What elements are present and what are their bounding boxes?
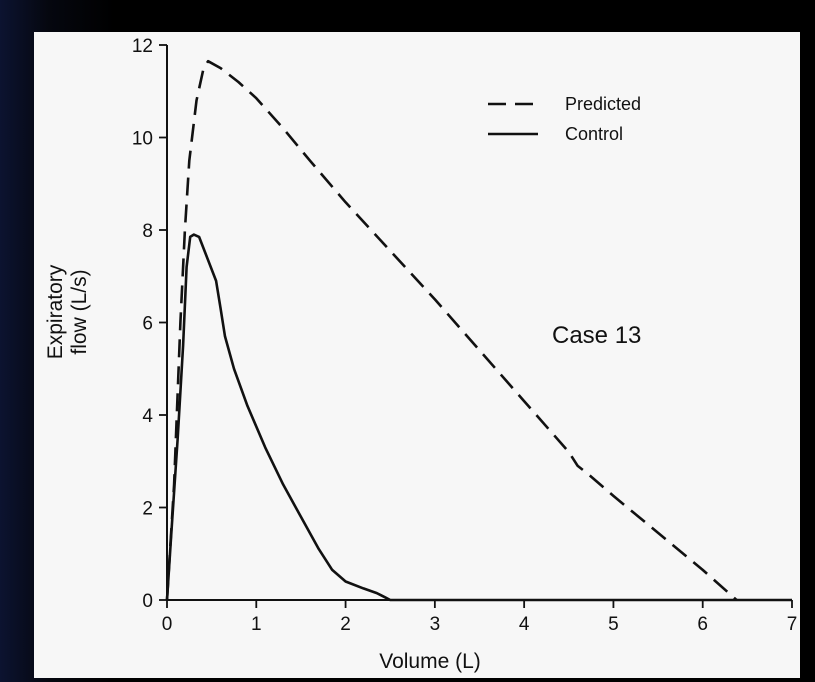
case-annotation: Case 13 <box>552 322 641 349</box>
chart-panel <box>34 32 800 678</box>
x-tick-label: 3 <box>430 614 441 635</box>
y-axis-title-line-1: Expiratory <box>44 264 67 359</box>
y-axis-title: Expiratory flow (L/s) <box>44 264 91 359</box>
y-tick-label: 6 <box>142 314 153 335</box>
y-tick-label: 0 <box>142 591 153 612</box>
x-axis-title: Volume (L) <box>379 650 481 673</box>
x-tick-label: 2 <box>340 614 351 635</box>
legend: Predicted Control <box>488 94 641 144</box>
series-line-predicted <box>165 59 738 601</box>
legend-label-control: Control <box>565 124 623 144</box>
series-line-control <box>165 233 792 602</box>
y-axis-title-line-2: flow (L/s) <box>68 269 91 354</box>
y-tick-label: 8 <box>142 221 153 242</box>
x-tick-label: 5 <box>608 614 619 635</box>
x-tick-label: 1 <box>251 614 262 635</box>
series-layer <box>165 59 792 602</box>
y-tick-label: 2 <box>142 499 153 520</box>
legend-label-predicted: Predicted <box>565 94 641 114</box>
y-tick-label: 4 <box>142 406 153 427</box>
y-tick-label: 10 <box>132 129 153 150</box>
x-tick-label: 4 <box>519 614 530 635</box>
y-tick-label: 12 <box>132 36 153 57</box>
x-tick-label: 6 <box>697 614 708 635</box>
x-tick-label: 7 <box>787 614 798 635</box>
x-tick-label: 0 <box>162 614 173 635</box>
